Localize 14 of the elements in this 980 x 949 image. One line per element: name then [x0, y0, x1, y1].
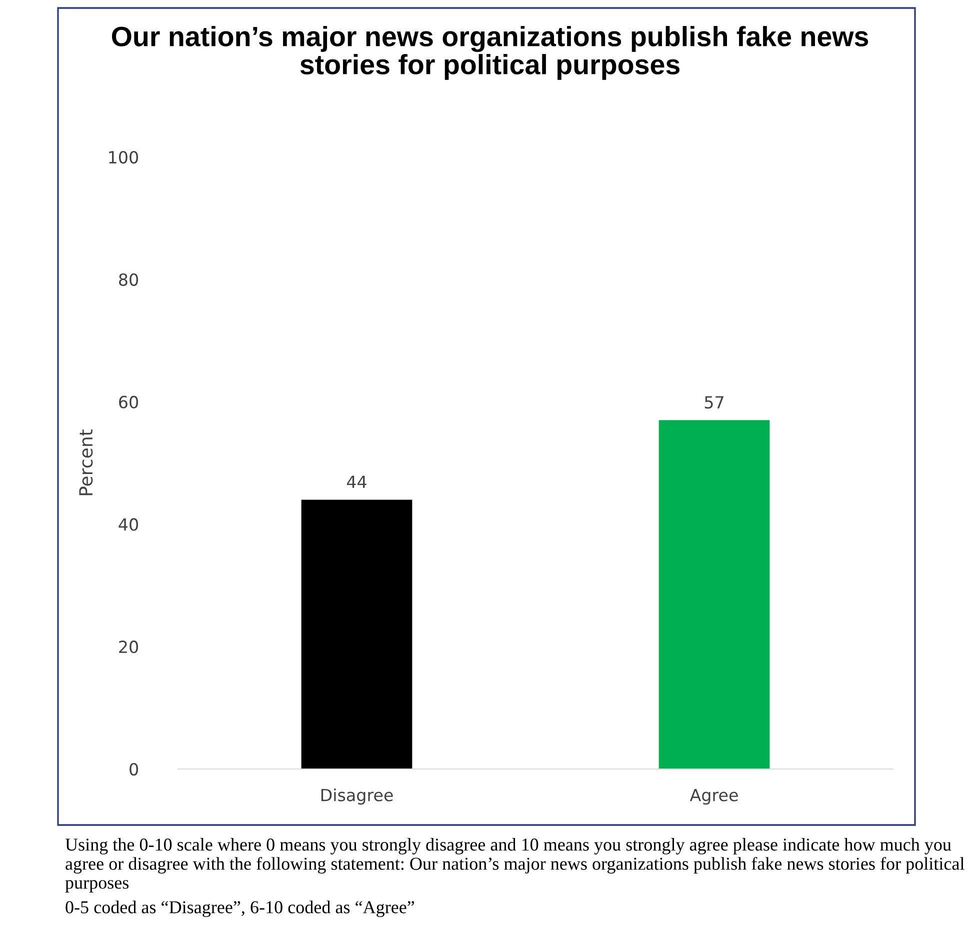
y-tick-label: 20	[119, 640, 138, 654]
x-tick-label: Agree	[690, 788, 738, 805]
data-label: 57	[704, 396, 724, 409]
y-tick-label: 40	[118, 518, 138, 531]
chart-title: Our nation’s major news organizations publish fake news stories for political purposes	[112, 26, 868, 80]
y-axis-title: Percent	[79, 429, 93, 496]
data-label: 44	[346, 476, 366, 488]
y-tick-label: 100	[109, 150, 138, 164]
x-tick-label: Disagree	[321, 788, 393, 805]
y-tick-label: 80	[119, 273, 138, 286]
y-tick-label: 0	[130, 762, 138, 776]
text: Using the 0-10 scale where 0 means you strongly disagree and 10 means you strongly agree please indicate how much you agree or disagree with the following statement: Our nation’s major news organizations publish fake news stories for political purposes	[65, 838, 964, 892]
y-tick-label: 60	[119, 396, 138, 408]
text: 0-5 coded as “Disagree”, 6-10 coded as “Agree”	[66, 900, 414, 918]
